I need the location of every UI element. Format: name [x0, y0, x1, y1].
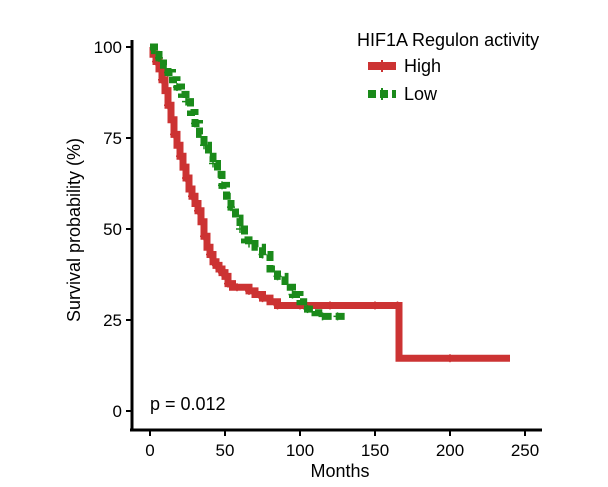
- censor-mark: [233, 283, 241, 292]
- censor-mark: [173, 83, 181, 92]
- censor-mark: [191, 119, 199, 128]
- censor-mark: [326, 301, 334, 310]
- legend-entry-low: Low: [368, 84, 438, 104]
- censor-mark: [164, 68, 172, 77]
- censor-mark: [182, 174, 190, 183]
- x-tick-label: 150: [361, 441, 389, 460]
- p-value-annotation: p = 0.012: [150, 394, 226, 414]
- censor-mark: [170, 130, 178, 139]
- censor-mark: [258, 294, 267, 303]
- censor-mark: [446, 354, 454, 363]
- x-tick-label: 200: [436, 441, 464, 460]
- censor-mark: [200, 232, 208, 241]
- y-tick-label: 75: [103, 129, 122, 148]
- censor-mark: [303, 305, 312, 314]
- censor-mark: [209, 159, 217, 168]
- x-axis-title: Months: [310, 461, 369, 481]
- x-tick-label: 100: [286, 441, 314, 460]
- censor-mark: [288, 290, 297, 299]
- censor-mark: [258, 250, 267, 259]
- censor-mark: [212, 261, 220, 270]
- censor-mark: [236, 225, 244, 233]
- series-line-high: [149, 43, 510, 362]
- y-tick-label: 25: [103, 311, 122, 330]
- censor-mark: [164, 101, 172, 110]
- censor-mark: [188, 192, 196, 201]
- series-layer: [149, 43, 510, 363]
- censor-mark: [182, 97, 190, 106]
- x-tick-label: 0: [145, 441, 154, 460]
- censor-mark: [273, 272, 282, 281]
- censor-mark: [393, 301, 402, 310]
- censor-mark: [218, 268, 226, 277]
- legend-entries: High Low: [368, 56, 441, 104]
- censor-mark: [194, 206, 202, 215]
- censor-mark: [218, 181, 226, 190]
- censor-mark: [206, 250, 214, 259]
- censor-mark: [176, 152, 184, 161]
- censor-mark: [318, 312, 327, 321]
- y-tick-label: 100: [94, 38, 122, 57]
- y-tick-label: 0: [113, 402, 122, 421]
- x-tick-label: 250: [511, 441, 539, 460]
- censor-mark: [224, 279, 232, 288]
- censor-mark: [245, 286, 253, 295]
- censor-mark: [155, 53, 163, 62]
- y-axis-title: Survival probability (%): [64, 138, 84, 322]
- y-tick-label: 50: [103, 220, 122, 239]
- censor-mark: [200, 141, 208, 150]
- censor-mark: [371, 301, 379, 310]
- legend-label: Low: [404, 84, 438, 104]
- y-ticks: 0 25 50 75 100: [94, 38, 132, 421]
- censor-mark: [273, 301, 282, 310]
- legend: HIF1A Regulon activity High Low: [357, 30, 539, 104]
- x-tick-label: 50: [216, 441, 235, 460]
- censor-mark: [158, 75, 166, 84]
- censor-mark: [227, 203, 235, 212]
- legend-label: High: [404, 56, 441, 76]
- legend-entry-high: High: [368, 56, 441, 76]
- x-ticks: 0 50 100 150 200 250: [145, 430, 539, 460]
- censor-mark: [333, 312, 342, 321]
- legend-title: HIF1A Regulon activity: [357, 30, 539, 50]
- censor-mark: [245, 239, 253, 248]
